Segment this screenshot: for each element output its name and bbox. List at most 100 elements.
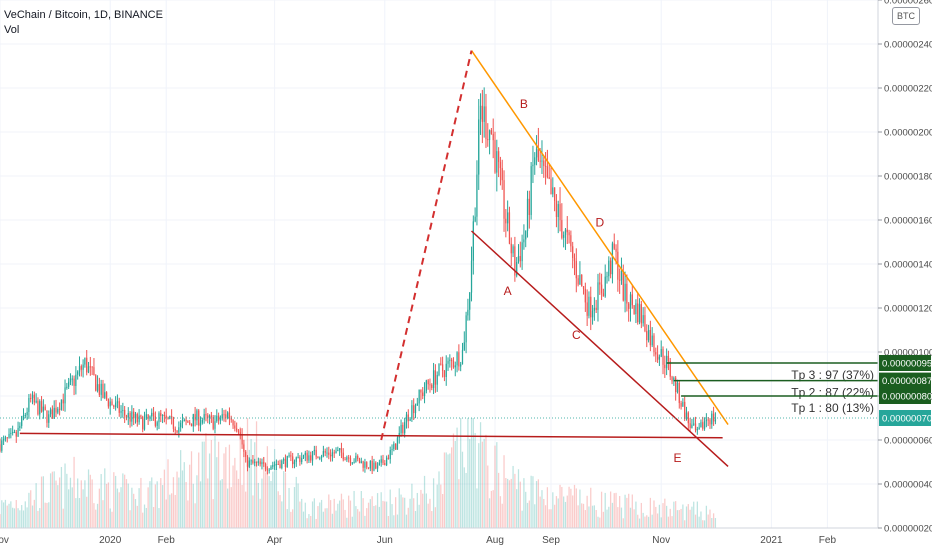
volume-bar: [606, 509, 608, 528]
volume-bar: [431, 511, 433, 528]
volume-bar: [293, 487, 296, 528]
candle-body: [622, 271, 624, 301]
candle-body: [149, 416, 151, 419]
candle-body: [111, 401, 113, 406]
volume-bar: [55, 480, 57, 528]
impulse-dashed-line: [380, 50, 473, 441]
candle-body: [189, 422, 191, 424]
candle-body: [66, 386, 68, 388]
volume-bar: [310, 515, 312, 528]
candle-body: [12, 432, 14, 434]
volume-bar: [53, 471, 55, 528]
volume-bar: [58, 477, 61, 528]
volume-bar: [257, 482, 259, 528]
candle-body: [526, 198, 529, 232]
candle-body: [208, 415, 211, 418]
volume-bar: [239, 426, 241, 528]
candle-body: [326, 452, 328, 454]
candle-body: [140, 415, 142, 417]
candle-body: [143, 418, 146, 430]
candle-body: [69, 378, 72, 382]
volume-bar: [553, 504, 556, 528]
volume-bar: [671, 516, 673, 528]
volume-bar: [707, 514, 709, 528]
candle-body: [458, 352, 460, 367]
volume-bar: [487, 465, 489, 528]
y-tick-label: 0.00000020: [884, 524, 932, 535]
candle-body: [113, 405, 115, 408]
volume-bar: [114, 475, 117, 528]
candle-body: [161, 414, 164, 416]
volume-bar: [631, 494, 633, 528]
volume-bar: [243, 443, 245, 528]
volume-bar: [129, 510, 131, 528]
volume-bar: [6, 505, 8, 528]
volume-bar: [604, 492, 606, 528]
candle-body: [360, 461, 362, 464]
candle-body: [664, 364, 666, 369]
candle-body: [158, 413, 160, 423]
volume-label[interactable]: Vol: [4, 24, 20, 36]
volume-bar: [660, 517, 662, 528]
volume-bar: [357, 509, 359, 528]
y-tick-label: 0.00000240: [884, 40, 932, 51]
volume-bar: [530, 475, 532, 528]
volume-bar: [447, 454, 449, 528]
volume-bar: [696, 501, 698, 528]
volume-bar: [396, 514, 399, 528]
volume-bar: [440, 484, 442, 528]
currency-badge[interactable]: BTC: [892, 7, 920, 25]
candle-body: [514, 246, 516, 276]
candle-body: [689, 423, 691, 429]
volume-bar: [348, 495, 350, 528]
volume-bar: [221, 479, 223, 528]
volume-bar: [678, 510, 680, 528]
candle-body: [631, 294, 633, 306]
volume-bar: [167, 459, 169, 528]
candle-body: [127, 412, 129, 418]
volume-bar: [302, 511, 305, 528]
volume-bar: [105, 483, 108, 528]
volume-bar: [228, 444, 231, 528]
candle-body: [497, 151, 500, 163]
x-tick-label: Feb: [819, 535, 837, 546]
candle-body: [331, 452, 334, 457]
volume-bar: [104, 468, 106, 528]
volume-bar: [525, 491, 527, 528]
candle-body: [436, 374, 438, 385]
candle-body: [445, 363, 447, 377]
volume-bar: [559, 484, 561, 528]
volume-bar: [308, 514, 310, 528]
volume-bar: [264, 472, 267, 528]
candle-body: [225, 414, 227, 418]
volume-bar: [488, 498, 491, 528]
candle-body: [555, 200, 558, 217]
volume-bar: [452, 433, 455, 528]
volume-bar: [577, 505, 579, 528]
volume-bar: [180, 450, 182, 528]
candle-body: [210, 415, 213, 417]
volume-bar: [335, 510, 337, 528]
candle-body: [626, 283, 628, 304]
candle-body: [339, 448, 341, 451]
candle-body: [71, 378, 73, 380]
symbol-title[interactable]: VeChain / Bitcoin, 1D, BINANCE: [4, 9, 163, 21]
candle-body: [440, 363, 442, 365]
candle-body: [297, 457, 299, 459]
volume-bar: [714, 518, 717, 528]
volume-bar: [467, 418, 469, 528]
candle-body: [528, 198, 530, 215]
volume-bar: [322, 511, 325, 528]
volume-bar: [564, 501, 567, 528]
candle-body: [230, 418, 232, 420]
volume-bar: [425, 493, 427, 528]
volume-bar: [646, 515, 648, 528]
volume-bar: [420, 489, 422, 528]
candle-body: [608, 260, 610, 277]
volume-bar: [339, 500, 341, 528]
volume-bar: [263, 457, 265, 528]
candle-body: [89, 366, 91, 368]
volume-bar: [653, 500, 655, 528]
wave-label-c: C: [572, 328, 581, 342]
